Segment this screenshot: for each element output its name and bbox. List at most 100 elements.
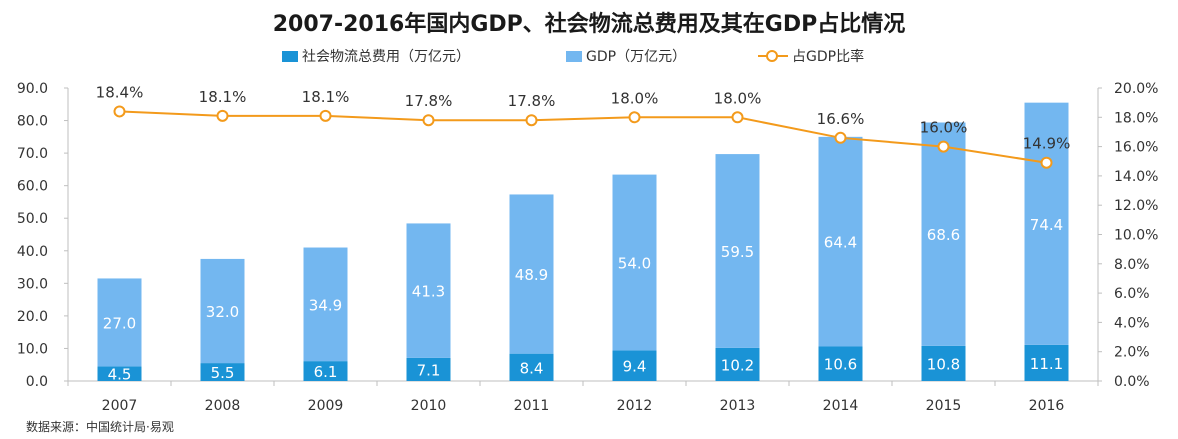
data-label-gdp: 34.9 — [309, 296, 342, 314]
legend-swatch-logistics — [282, 50, 298, 62]
bar-logistics — [303, 361, 348, 381]
legend-label-gdp: GDP（万亿元） — [586, 49, 687, 65]
data-label-logistics: 10.6 — [824, 356, 857, 374]
y-tick-label: 40.0 — [17, 244, 48, 260]
ratio-point — [731, 111, 744, 124]
ratio-line — [119, 110, 1047, 164]
data-label-gdp: 27.0 — [103, 314, 136, 332]
bar-gdp — [818, 136, 863, 347]
y2-tick-label: 2.0% — [1114, 345, 1150, 361]
source-note: 数据来源：中国统计局·易观 — [26, 420, 174, 434]
y2-tick-label: 10.0% — [1114, 228, 1158, 244]
data-label-gdp: 48.9 — [515, 266, 548, 284]
y-tick-label: 70.0 — [17, 146, 48, 162]
ratio-point — [422, 114, 435, 127]
data-label-gdp: 41.3 — [412, 283, 445, 301]
data-label-gdp: 64.4 — [824, 234, 857, 252]
bar-gdp — [1024, 102, 1069, 345]
bar-gdp — [200, 258, 245, 364]
ratio-point — [113, 105, 126, 118]
data-label-logistics: 6.1 — [314, 363, 338, 381]
x-tick-label: 2016 — [1029, 398, 1065, 414]
legend-swatch-gdp — [566, 50, 582, 62]
bar-logistics — [97, 366, 142, 381]
data-label-logistics: 8.4 — [520, 359, 544, 377]
y-tick-label: 80.0 — [17, 114, 48, 130]
ratio-point — [1040, 156, 1053, 169]
bar-gdp — [715, 154, 760, 348]
legend-item-logistics[interactable]: 社会物流总费用（万亿元） — [282, 46, 470, 66]
bar-logistics — [200, 363, 245, 381]
y2-tick-label: 20.0% — [1114, 81, 1158, 97]
data-label-logistics: 7.1 — [417, 361, 441, 379]
bar-gdp — [509, 194, 554, 354]
data-label-logistics: 5.5 — [211, 364, 235, 382]
legend-swatch-ratio — [758, 50, 788, 62]
x-tick-label: 2008 — [205, 398, 241, 414]
ratio-point — [834, 131, 847, 144]
data-label-logistics: 10.2 — [721, 356, 754, 374]
bar-logistics — [406, 357, 451, 381]
legend-label-logistics: 社会物流总费用（万亿元） — [302, 49, 470, 65]
x-tick-label: 2011 — [514, 398, 550, 414]
data-label-gdp: 74.4 — [1030, 216, 1063, 234]
y-tick-label: 20.0 — [17, 309, 48, 325]
data-label-gdp: 68.6 — [927, 226, 960, 244]
y-tick-label: 30.0 — [17, 276, 48, 292]
data-label-logistics: 10.8 — [927, 355, 960, 373]
data-label-logistics: 11.1 — [1030, 355, 1063, 373]
x-tick-label: 2012 — [617, 398, 653, 414]
y2-tick-label: 12.0% — [1114, 198, 1158, 214]
y2-tick-label: 14.0% — [1114, 169, 1158, 185]
data-label-logistics: 4.5 — [108, 366, 132, 384]
y2-tick-label: 4.0% — [1114, 315, 1150, 331]
y2-tick-label: 16.0% — [1114, 140, 1158, 156]
data-label-ratio: 18.0% — [714, 89, 762, 107]
data-label-ratio: 17.8% — [508, 92, 556, 110]
bar-gdp — [303, 247, 348, 362]
ratio-point — [937, 140, 950, 153]
legend: 社会物流总费用（万亿元） GDP（万亿元） 占GDP比率 — [0, 46, 1178, 66]
bar-logistics — [715, 347, 760, 381]
bar-gdp — [921, 122, 966, 346]
data-label-ratio: 14.9% — [1023, 135, 1071, 153]
bar-gdp — [612, 174, 657, 351]
data-label-ratio: 17.8% — [405, 92, 453, 110]
bar-logistics — [509, 353, 554, 381]
ratio-point — [525, 114, 538, 127]
data-label-logistics: 9.4 — [623, 358, 647, 376]
y-tick-label: 10.0 — [17, 341, 48, 357]
legend-item-ratio[interactable]: 占GDP比率 — [758, 46, 864, 66]
data-label-ratio: 18.1% — [302, 88, 350, 106]
x-tick-label: 2015 — [926, 398, 962, 414]
data-label-gdp: 32.0 — [206, 303, 239, 321]
data-label-ratio: 18.0% — [611, 89, 659, 107]
x-tick-label: 2009 — [308, 398, 344, 414]
x-tick-label: 2010 — [411, 398, 447, 414]
x-tick-label: 2013 — [720, 398, 756, 414]
bar-logistics — [921, 345, 966, 381]
y2-tick-label: 6.0% — [1114, 286, 1150, 302]
data-label-gdp: 59.5 — [721, 243, 754, 261]
ratio-point — [216, 109, 229, 122]
data-label-ratio: 16.0% — [920, 119, 968, 137]
y2-tick-label: 8.0% — [1114, 257, 1150, 273]
y2-tick-label: 0.0% — [1114, 374, 1150, 390]
y-tick-label: 60.0 — [17, 179, 48, 195]
y2-tick-label: 18.0% — [1114, 110, 1158, 126]
y-tick-label: 0.0 — [26, 374, 48, 390]
bar-logistics — [612, 350, 657, 381]
chart-title: 2007-2016年国内GDP、社会物流总费用及其在GDP占比情况 — [272, 12, 906, 37]
legend-item-gdp[interactable]: GDP（万亿元） — [566, 46, 686, 66]
ratio-point — [319, 109, 332, 122]
y-tick-label: 90.0 — [17, 81, 48, 97]
bar-logistics — [818, 346, 863, 381]
legend-label-ratio: 占GDP比率 — [792, 49, 865, 65]
data-label-ratio: 18.4% — [96, 83, 144, 101]
bar-gdp — [406, 223, 451, 358]
data-label-ratio: 16.6% — [817, 110, 865, 128]
ratio-point — [628, 111, 641, 124]
x-tick-label: 2014 — [823, 398, 859, 414]
